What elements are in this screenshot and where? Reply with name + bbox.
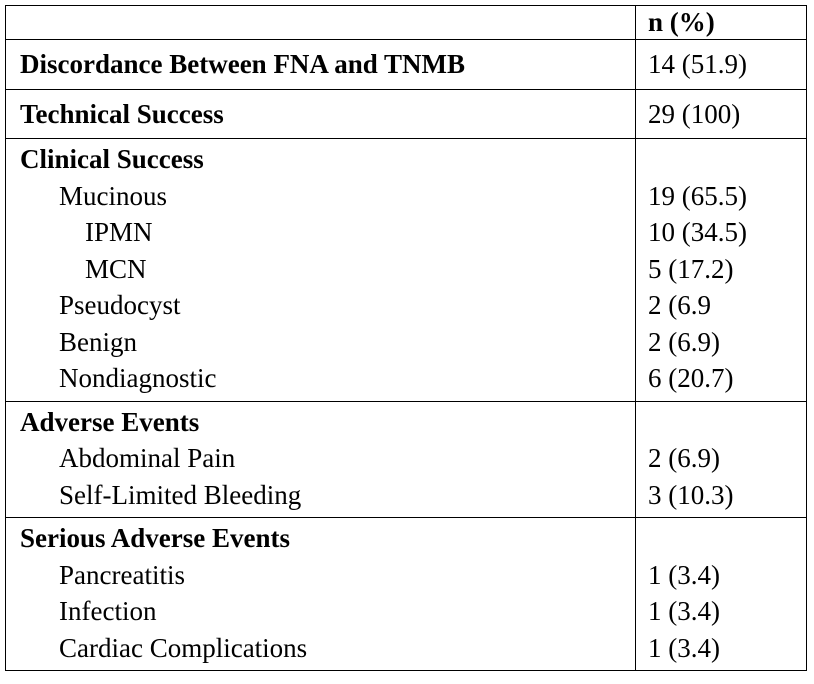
sub-item-value: 2 (6.9 — [648, 290, 711, 320]
table-header-row: n (%) — [5, 5, 807, 40]
sub-item-label: MCN — [85, 253, 147, 284]
group-heading: Clinical Success — [20, 144, 204, 174]
sub-item-value: 1 (3.4) — [648, 632, 720, 663]
group-values: 1 (3.4) 1 (3.4) 1 (3.4) — [635, 517, 807, 671]
row-value: 14 (51.9) — [635, 39, 807, 90]
table-row-discordance: Discordance Between FNA and TNMB 14 (51.… — [5, 39, 807, 90]
sub-item-value: 2 (6.9) — [648, 443, 720, 473]
sub-item-value: 3 (10.3) — [648, 479, 734, 510]
group-values: 2 (6.9) 3 (10.3) — [635, 400, 807, 518]
table-row-technical-success: Technical Success 29 (100) — [5, 88, 807, 139]
sub-item-label: Cardiac Complications — [59, 632, 308, 663]
header-label-cell — [5, 5, 636, 40]
sub-item-label: Pseudocyst — [59, 290, 181, 320]
sub-item-label: Infection — [59, 596, 157, 626]
sub-item-value: 1 (3.4) — [648, 559, 720, 590]
sub-item-value: 2 (6.9) — [648, 326, 720, 357]
group-labels: Serious Adverse Events Pancreatitis Infe… — [5, 517, 636, 671]
row-label: Technical Success — [5, 88, 636, 139]
sub-item-label: IPMN — [85, 217, 153, 247]
results-table: n (%) Discordance Between FNA and TNMB 1… — [5, 5, 807, 671]
sub-item-label: Abdominal Pain — [59, 443, 236, 473]
group-heading-value-empty — [648, 141, 806, 178]
group-labels: Adverse Events Abdominal Pain Self-Limit… — [5, 400, 636, 518]
sub-item-value: 1 (3.4) — [648, 596, 720, 626]
table-row-clinical-success: Clinical Success Mucinous IPMN MCN Pseud… — [5, 138, 807, 402]
sub-item-value: 19 (65.5) — [648, 180, 747, 211]
group-heading: Adverse Events — [20, 406, 200, 437]
group-heading-value-empty — [648, 520, 806, 557]
group-labels: Clinical Success Mucinous IPMN MCN Pseud… — [5, 138, 636, 402]
sub-item-label: Benign — [59, 326, 137, 357]
sub-item-label: Nondiagnostic — [59, 363, 217, 393]
sub-item-value: 6 (20.7) — [648, 363, 734, 393]
group-values: 19 (65.5) 10 (34.5) 5 (17.2) 2 (6.9 2 (6… — [635, 138, 807, 402]
sub-item-label: Self-Limited Bleeding — [59, 479, 302, 510]
row-value: 29 (100) — [635, 88, 807, 139]
group-heading: Serious Adverse Events — [20, 523, 290, 553]
group-heading-value-empty — [648, 404, 806, 441]
sub-item-value: 10 (34.5) — [648, 217, 747, 247]
sub-item-label: Pancreatitis — [59, 559, 185, 590]
table-row-adverse-events: Adverse Events Abdominal Pain Self-Limit… — [5, 400, 807, 518]
header-n-percent: n (%) — [635, 5, 807, 40]
sub-item-value: 5 (17.2) — [648, 253, 734, 284]
results-table-container: n (%) Discordance Between FNA and TNMB 1… — [5, 5, 807, 671]
table-row-serious-adverse-events: Serious Adverse Events Pancreatitis Infe… — [5, 517, 807, 671]
row-label: Discordance Between FNA and TNMB — [5, 39, 636, 90]
sub-item-label: Mucinous — [59, 180, 167, 211]
